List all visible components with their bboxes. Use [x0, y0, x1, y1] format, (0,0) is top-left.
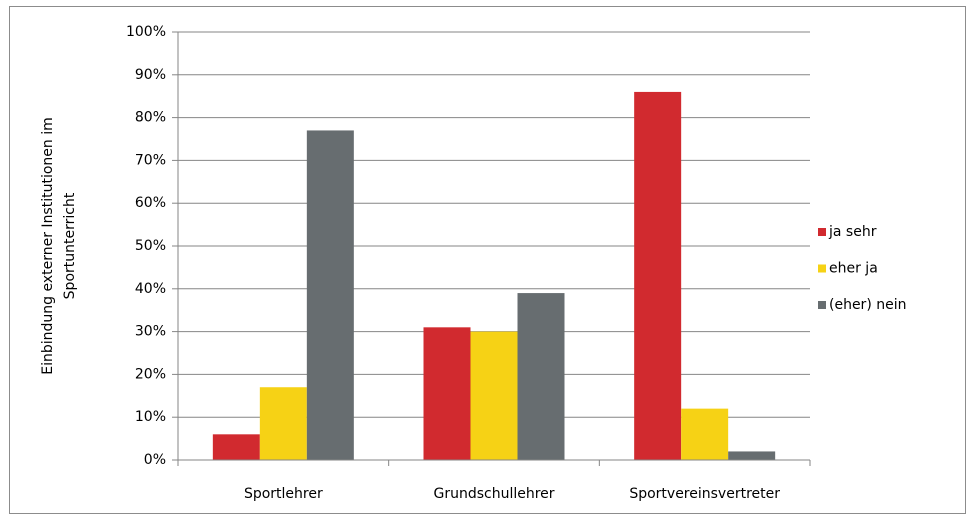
y-axis-label: Sportunterricht — [62, 192, 78, 299]
bar — [423, 327, 471, 460]
x-tick-label: Sportlehrer — [244, 486, 323, 502]
bar — [212, 434, 260, 460]
y-tick-label: 90% — [135, 67, 166, 83]
bar — [259, 387, 307, 460]
y-tick-label: 30% — [135, 324, 166, 340]
legend-label: (eher) nein — [829, 297, 906, 313]
bar — [681, 408, 729, 460]
y-axis-label: Einbindung externer Institutionen im — [40, 117, 56, 375]
y-tick-label: 100% — [126, 24, 166, 40]
y-tick-label: 40% — [135, 281, 166, 297]
x-tick-label: Sportvereinsvertreter — [629, 486, 780, 502]
y-tick-label: 20% — [135, 366, 166, 382]
bar — [634, 91, 682, 461]
y-tick-label: 0% — [144, 452, 166, 468]
legend-swatch — [818, 228, 826, 236]
y-tick-label: 50% — [135, 238, 166, 254]
y-tick-label: 70% — [135, 152, 166, 168]
legend-label: eher ja — [829, 261, 878, 277]
bar — [470, 331, 518, 460]
y-tick-label: 60% — [135, 195, 166, 211]
legend-label: ja sehr — [828, 224, 877, 240]
bar — [517, 293, 565, 460]
y-tick-label: 80% — [135, 110, 166, 126]
legend-swatch — [818, 301, 826, 309]
bar — [728, 451, 776, 460]
y-tick-label: 10% — [135, 409, 166, 425]
x-tick-label: Grundschullehrer — [433, 486, 554, 502]
bar — [306, 130, 354, 460]
legend-swatch — [818, 264, 826, 273]
